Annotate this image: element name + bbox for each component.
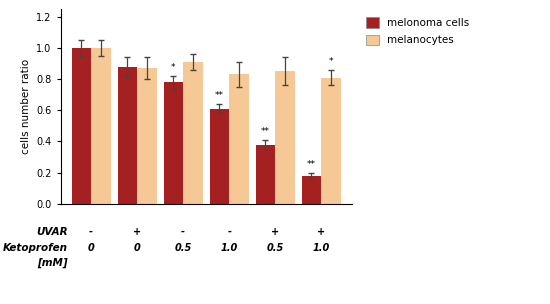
Text: Ketoprofen: Ketoprofen [3, 243, 68, 253]
Bar [321, 78, 341, 204]
Text: [mM]: [mM] [37, 258, 68, 268]
Text: 0.5: 0.5 [267, 243, 284, 253]
Text: -: - [182, 227, 185, 237]
Text: -: - [89, 227, 93, 237]
Text: *: * [329, 57, 333, 66]
Bar [210, 109, 229, 204]
Bar [91, 48, 111, 204]
Text: 1.0: 1.0 [221, 243, 238, 253]
Text: UVAR: UVAR [36, 227, 68, 237]
Text: 1.0: 1.0 [313, 243, 330, 253]
Bar [137, 68, 157, 204]
Text: +: + [271, 227, 279, 237]
Text: **: ** [215, 91, 224, 100]
Text: +: + [317, 227, 326, 237]
Bar [183, 62, 203, 204]
Text: **: ** [307, 160, 316, 169]
Bar [163, 82, 183, 204]
Text: -: - [227, 227, 231, 237]
Text: 0: 0 [88, 243, 95, 253]
Bar [256, 144, 276, 204]
Text: **: ** [261, 127, 270, 136]
Legend: melonoma cells, melanocytes: melonoma cells, melanocytes [363, 14, 472, 49]
Bar [302, 176, 321, 204]
Text: *: * [171, 63, 175, 72]
Bar [276, 71, 295, 204]
Text: 0.5: 0.5 [174, 243, 192, 253]
Bar [118, 67, 137, 204]
Bar [229, 74, 249, 204]
Text: +: + [133, 227, 141, 237]
Y-axis label: cells number ratio: cells number ratio [20, 59, 31, 154]
Text: 0: 0 [134, 243, 141, 253]
Bar [72, 48, 91, 204]
